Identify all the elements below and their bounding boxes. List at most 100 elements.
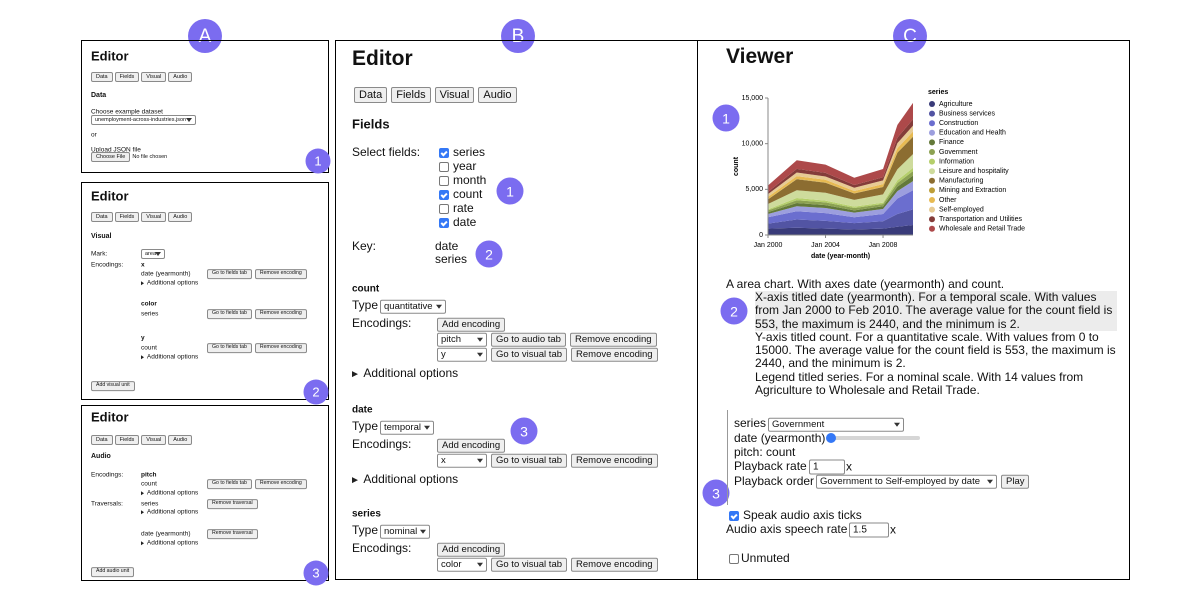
select[interactable]: Government to Self-employed by date: [816, 474, 997, 490]
disclosure[interactable]: Additional options: [352, 366, 458, 381]
label: Upload JSON file: [91, 146, 141, 154]
button[interactable]: Data: [91, 211, 113, 223]
disclosure-triangle[interactable]: [352, 476, 358, 483]
select[interactable]: color: [437, 557, 487, 573]
visual-editor-panel: [81, 182, 329, 400]
button[interactable]: Visual: [141, 434, 167, 446]
disclosure-label: Additional options: [146, 539, 199, 547]
disclosure-triangle[interactable]: [352, 370, 358, 377]
button[interactable]: Visual: [141, 71, 167, 83]
select[interactable]: area: [141, 248, 165, 260]
button[interactable]: Data: [91, 434, 113, 446]
description-item: Y-axis titled count. For a quantitative …: [755, 329, 1116, 371]
button[interactable]: Audio: [168, 434, 193, 446]
text-input[interactable]: 1: [809, 459, 845, 475]
button[interactable]: Fields: [114, 71, 140, 83]
disclosure-label: Additional options: [146, 279, 199, 287]
button[interactable]: Choose File: [91, 151, 131, 163]
unit: x: [890, 522, 896, 537]
button[interactable]: Add encoding: [437, 317, 506, 333]
slider[interactable]: [826, 433, 920, 443]
button[interactable]: Remove traversal: [207, 499, 258, 509]
button[interactable]: Visual: [141, 211, 167, 223]
slider-thumb[interactable]: [826, 433, 836, 443]
select[interactable]: unemployment-across-industries.json: [91, 114, 196, 126]
checkbox[interactable]: [439, 218, 449, 228]
checkbox[interactable]: [439, 148, 449, 158]
button[interactable]: Fields: [391, 86, 431, 104]
checkbox[interactable]: [439, 176, 449, 186]
label: date (yearmonth): [734, 431, 826, 446]
button[interactable]: Go to fields tab: [207, 309, 252, 319]
select[interactable]: y: [437, 347, 487, 363]
disclosure-label: Additional options: [146, 353, 199, 361]
button[interactable]: Add encoding: [437, 438, 506, 454]
disclosure[interactable]: Additional options: [141, 353, 198, 360]
button[interactable]: Remove encoding: [571, 347, 658, 363]
field-option: series: [453, 145, 486, 160]
checkbox[interactable]: [439, 204, 449, 214]
disclosure[interactable]: Additional options: [141, 508, 198, 515]
button[interactable]: Add encoding: [437, 542, 506, 558]
button[interactable]: Go to fields tab: [207, 343, 252, 353]
editor-title: Editor: [91, 48, 129, 64]
button[interactable]: Fields: [114, 211, 140, 223]
button[interactable]: Audio: [168, 211, 193, 223]
button[interactable]: Fields: [114, 434, 140, 446]
checkbox[interactable]: [729, 554, 739, 564]
add-row: Add encoding: [437, 317, 506, 333]
select[interactable]: pitch: [437, 332, 487, 348]
button[interactable]: Go to fields tab: [207, 269, 252, 279]
disclosure[interactable]: Additional options: [141, 279, 198, 286]
label: Encodings:: [352, 541, 412, 556]
text-input[interactable]: 1.5: [849, 522, 889, 538]
disclosure-triangle[interactable]: [141, 355, 144, 359]
select[interactable]: Government: [768, 417, 904, 433]
tab-bar: Data Fields Visual Audio: [91, 71, 194, 83]
button[interactable]: Remove encoding: [571, 557, 658, 573]
button[interactable]: Remove traversal: [207, 529, 258, 539]
select[interactable]: temporal: [380, 420, 434, 436]
button[interactable]: Visual: [434, 86, 475, 104]
disclosure-triangle[interactable]: [141, 510, 144, 514]
checkbox[interactable]: [439, 190, 449, 200]
disclosure[interactable]: Additional options: [352, 472, 458, 487]
button[interactable]: Remove encoding: [254, 479, 307, 489]
encoding-row: x Go to visual tab Remove encoding: [437, 453, 662, 469]
button[interactable]: Add visual unit: [91, 381, 135, 391]
button[interactable]: Go to fields tab: [207, 479, 252, 489]
label: Encodings:: [352, 316, 412, 331]
button[interactable]: Go to visual tab: [491, 557, 568, 573]
checkbox[interactable]: [729, 511, 739, 521]
disclosure[interactable]: Additional options: [141, 489, 198, 496]
button[interactable]: Data: [91, 71, 113, 83]
button[interactable]: Remove encoding: [571, 453, 658, 469]
button[interactable]: Remove encoding: [254, 343, 307, 353]
button[interactable]: Audio: [478, 86, 517, 104]
button[interactable]: Data: [354, 86, 388, 104]
button[interactable]: Remove encoding: [254, 309, 307, 319]
label: Audio axis speech rate: [726, 522, 848, 537]
disclosure-triangle[interactable]: [141, 281, 144, 285]
select[interactable]: x: [437, 453, 487, 469]
label: Encodings:: [352, 437, 412, 452]
field-heading: series: [352, 508, 381, 520]
button[interactable]: Go to visual tab: [491, 453, 568, 469]
type-row: quantitative: [380, 299, 446, 315]
disclosure-triangle[interactable]: [141, 541, 144, 545]
marker: 3: [702, 479, 730, 507]
button[interactable]: Add audio unit: [91, 567, 135, 577]
button[interactable]: Audio: [168, 71, 193, 83]
disclosure-triangle[interactable]: [141, 491, 144, 495]
select[interactable]: nominal: [380, 524, 431, 540]
select[interactable]: quantitative: [380, 299, 446, 315]
disclosure[interactable]: Additional options: [141, 539, 198, 546]
button[interactable]: Go to audio tab: [491, 332, 566, 348]
button[interactable]: Play: [1001, 474, 1030, 490]
checkbox[interactable]: [439, 162, 449, 172]
button[interactable]: Remove encoding: [569, 332, 657, 348]
traversal-actions: Remove traversal: [207, 529, 258, 539]
button[interactable]: Go to visual tab: [491, 347, 568, 363]
button[interactable]: Remove encoding: [254, 269, 307, 279]
label: Playback rate: [734, 459, 807, 474]
